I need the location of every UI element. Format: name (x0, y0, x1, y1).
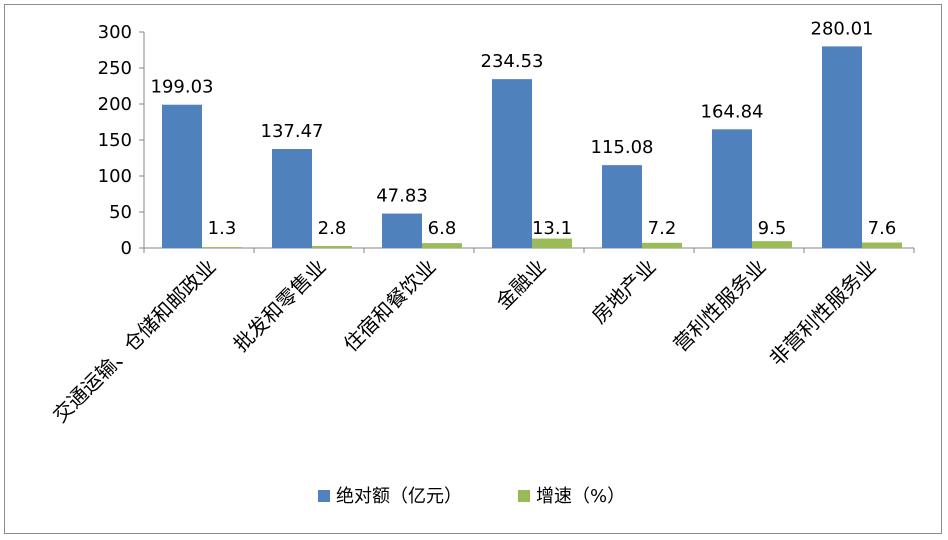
bar-absolute (822, 46, 862, 249)
bar-growth (532, 238, 572, 248)
legend-swatch (518, 490, 530, 502)
data-label: 1.3 (208, 218, 237, 239)
y-tick-label: 150 (98, 130, 132, 151)
y-tick-label: 50 (109, 202, 132, 223)
y-tick-label: 250 (98, 58, 132, 79)
legend-swatch (318, 490, 330, 502)
bar-absolute (602, 165, 642, 248)
data-label: 7.2 (648, 218, 677, 239)
y-tick-label: 100 (98, 166, 132, 187)
bar-absolute (712, 129, 752, 248)
bar-growth (312, 245, 352, 248)
bar-absolute (272, 149, 312, 248)
data-label: 13.1 (532, 218, 572, 239)
data-label: 6.8 (428, 218, 457, 239)
bar-growth (202, 247, 242, 248)
chart-frame (4, 4, 942, 534)
bar-growth (422, 243, 462, 248)
category-label: 金融业 (491, 255, 550, 314)
y-tick-label: 300 (98, 22, 132, 43)
legend-label: 绝对额（亿元） (336, 486, 462, 507)
bar-absolute (162, 104, 202, 249)
category-label: 非营利性服务业 (765, 255, 881, 371)
category-label: 住宿和餐饮业 (339, 255, 441, 357)
data-label: 164.84 (701, 101, 764, 122)
data-label: 137.47 (261, 121, 324, 142)
y-tick-label: 200 (98, 94, 132, 115)
category-label: 交通运输、仓储和邮政业 (48, 255, 221, 428)
data-label: 9.5 (758, 218, 787, 239)
data-label: 115.08 (591, 137, 654, 158)
category-label: 房地产业 (587, 255, 661, 329)
data-label: 199.03 (151, 77, 214, 98)
data-label: 7.6 (868, 218, 897, 239)
bar-absolute (382, 213, 422, 248)
y-tick-label: 0 (121, 238, 132, 259)
category-label: 批发和零售业 (229, 255, 331, 357)
bar-absolute (492, 79, 532, 248)
legend-label: 增速（%） (536, 486, 625, 507)
data-label: 234.53 (481, 51, 544, 72)
data-label: 280.01 (811, 18, 874, 39)
bar-growth (752, 241, 792, 248)
data-label: 2.8 (318, 218, 347, 239)
bar-growth (862, 242, 902, 248)
category-label: 营利性服务业 (669, 255, 771, 357)
bar-growth (642, 242, 682, 248)
data-label: 47.83 (376, 186, 428, 207)
